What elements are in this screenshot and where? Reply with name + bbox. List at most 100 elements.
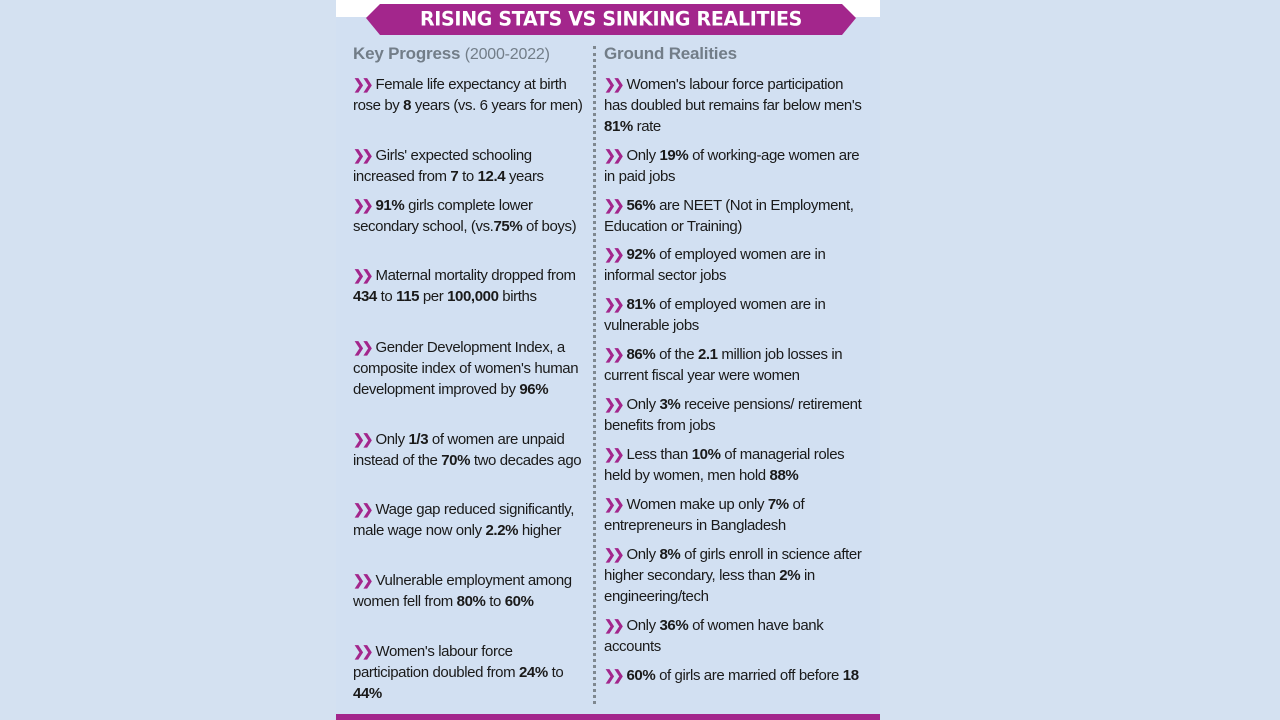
double-chevron-icon: ❯❯: [353, 197, 374, 213]
double-chevron-icon: ❯❯: [604, 246, 625, 262]
progress-item: ❯❯ Wage gap reduced significantly, male w…: [353, 499, 588, 541]
double-chevron-icon: ❯❯: [604, 147, 625, 163]
bottom-bar: [336, 714, 880, 720]
double-chevron-icon: ❯❯: [353, 572, 374, 588]
reality-item: ❯❯ Women's labour force participation has…: [604, 74, 866, 137]
stat-value: 115: [396, 288, 420, 305]
progress-item: ❯❯ Vulnerable employment among women fell…: [353, 570, 588, 612]
stat-value: 92%: [626, 246, 656, 263]
title-banner: RISING STATS VS SINKING REALITIES: [366, 4, 856, 35]
item-text: Only: [375, 431, 409, 448]
item-text: per: [419, 288, 448, 305]
key-progress-title: Key Progress: [353, 44, 461, 63]
item-text: Female life expectancy at birth rose by: [353, 76, 567, 114]
progress-item: ❯❯ Gender Development Index, a composite …: [353, 337, 588, 400]
double-chevron-icon: ❯❯: [353, 501, 374, 517]
item-text: to: [547, 664, 564, 681]
double-chevron-icon: ❯❯: [353, 267, 374, 283]
stat-value: 24%: [518, 664, 548, 681]
item-text: of women are unpaid instead of the: [353, 431, 565, 469]
double-chevron-icon: ❯❯: [353, 643, 374, 659]
stat-value: 56%: [626, 197, 656, 214]
banner-ribbon: [366, 4, 856, 35]
stat-value: 2.2%: [485, 522, 519, 539]
reality-item: ❯❯ Women make up only 7% of entrepreneurs…: [604, 494, 866, 536]
double-chevron-icon: ❯❯: [604, 617, 625, 633]
item-text: of employed women are in informal sector…: [604, 246, 826, 284]
reality-item: ❯❯ 92% of employed women are in informal …: [604, 244, 866, 286]
item-text: Less than: [626, 446, 692, 463]
item-text: years (vs. 6 years for men): [411, 97, 583, 114]
reality-item: ❯❯ 56% are NEET (Not in Employment, Educa…: [604, 195, 866, 237]
item-text: to: [376, 288, 397, 305]
infographic-panel: RISING STATS VS SINKING REALITIES Key Pr…: [336, 0, 880, 720]
item-text: Gender Development Index, a composite in…: [353, 339, 579, 398]
double-chevron-icon: ❯❯: [604, 296, 625, 312]
item-text: to: [458, 168, 478, 185]
ground-realities-heading: Ground Realities: [604, 44, 737, 63]
item-text: of women have bank accounts: [604, 617, 824, 655]
stat-value: 75%: [493, 218, 523, 235]
stat-value: 12.4: [477, 168, 506, 185]
item-text: Women's labour force participation has d…: [604, 76, 862, 114]
item-text: births: [498, 288, 537, 305]
stat-value: 80%: [456, 593, 486, 610]
item-text: Girls' expected schooling increased from: [353, 147, 532, 185]
banner-title: RISING STATS VS SINKING REALITIES: [419, 7, 803, 31]
stat-value: 8%: [659, 546, 681, 563]
double-chevron-icon: ❯❯: [353, 76, 374, 92]
stat-value: 81%: [626, 296, 656, 313]
item-text: years: [505, 168, 544, 185]
double-chevron-icon: ❯❯: [604, 446, 625, 462]
reality-item: ❯❯ 60% of girls are married off before 18: [604, 665, 866, 686]
reality-item: ❯❯ Only 8% of girls enroll in science aft…: [604, 544, 866, 607]
item-text: of girls enroll in science after higher …: [604, 546, 862, 584]
double-chevron-icon: ❯❯: [604, 346, 625, 362]
item-text: Only: [626, 396, 660, 413]
double-chevron-icon: ❯❯: [604, 197, 625, 213]
item-text: Only: [626, 147, 660, 164]
progress-item: ❯❯ Only 1/3 of women are unpaid instead o…: [353, 429, 588, 471]
double-chevron-icon: ❯❯: [604, 496, 625, 512]
progress-item: ❯❯ 91% girls complete lower secondary sch…: [353, 195, 588, 237]
key-progress-period: (2000-2022): [464, 46, 550, 63]
column-divider: [593, 46, 596, 704]
item-text: of girls are married off before: [655, 667, 843, 684]
reality-item: ❯❯ Only 3% receive pensions/ retirement b…: [604, 394, 866, 436]
reality-item: ❯❯ Only 19% of working-age women are in p…: [604, 145, 866, 187]
item-text: Women's labour force participation doubl…: [353, 643, 519, 681]
item-text: are NEET (Not in Employment, Education o…: [604, 197, 854, 235]
stat-value: 3%: [659, 396, 681, 413]
ground-realities-column: Ground Realities ❯❯ Women's labour force …: [604, 44, 866, 684]
item-text: of boys): [522, 218, 577, 235]
item-text: Women make up only: [626, 496, 768, 513]
double-chevron-icon: ❯❯: [604, 667, 625, 683]
stat-value: 19%: [659, 147, 689, 164]
stat-value: 88%: [769, 467, 799, 484]
progress-item: ❯❯ Maternal mortality dropped from 434 to…: [353, 265, 588, 307]
item-text: of working-age women are in paid jobs: [604, 147, 860, 185]
stat-value: 96%: [519, 381, 549, 398]
item-text: in engineering/tech: [604, 567, 815, 605]
key-progress-column: Key Progress (2000-2022) ❯❯ Female life e…: [353, 44, 588, 702]
double-chevron-icon: ❯❯: [353, 339, 374, 355]
stat-value: 1/3: [408, 431, 429, 448]
item-text: Maternal mortality dropped from: [375, 267, 576, 284]
item-text: Wage gap reduced significantly, male wag…: [353, 501, 575, 539]
stat-value: 91%: [375, 197, 405, 214]
item-text: Only: [626, 617, 660, 634]
stat-value: 434: [353, 288, 377, 305]
stat-value: 86%: [626, 346, 656, 363]
stat-value: 70%: [441, 452, 471, 469]
double-chevron-icon: ❯❯: [604, 76, 625, 92]
item-text: of the: [655, 346, 698, 363]
double-chevron-icon: ❯❯: [604, 546, 625, 562]
stat-value: 100,000: [447, 288, 499, 305]
stat-value: 2%: [779, 567, 801, 584]
item-text: Vulnerable employment among women fell f…: [353, 572, 572, 610]
item-text: million job losses in current fiscal yea…: [604, 346, 843, 384]
reality-item: ❯❯ 81% of employed women are in vulnerabl…: [604, 294, 866, 336]
double-chevron-icon: ❯❯: [604, 396, 625, 412]
item-text: receive pensions/ retirement benefits fr…: [604, 396, 862, 434]
progress-item: ❯❯ Women's labour force participation dou…: [353, 641, 588, 704]
